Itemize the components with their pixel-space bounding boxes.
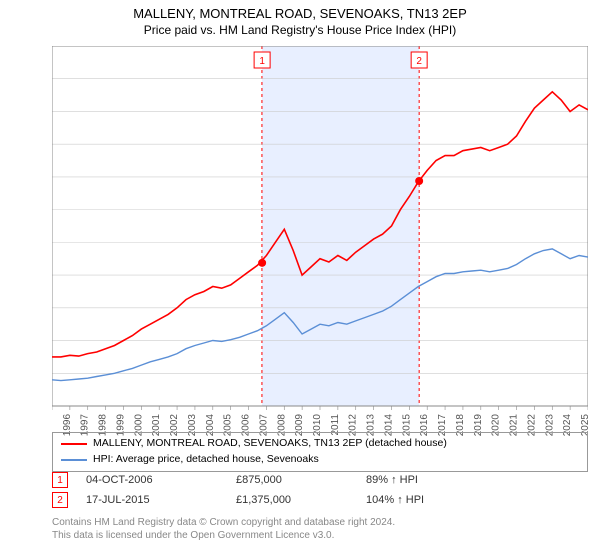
svg-text:2: 2 — [416, 56, 422, 67]
legend-label-property: MALLENY, MONTREAL ROAD, SEVENOAKS, TN13 … — [93, 436, 447, 452]
credits-block: Contains HM Land Registry data © Crown c… — [52, 516, 395, 542]
legend-item-property: MALLENY, MONTREAL ROAD, SEVENOAKS, TN13 … — [61, 436, 579, 452]
transaction-hpi-1: 89% ↑ HPI — [366, 474, 516, 486]
chart-container: MALLENY, MONTREAL ROAD, SEVENOAKS, TN13 … — [0, 0, 600, 560]
chart-svg: £0£200K£400K£600K£800K£1M£1.2M£1.4M£1.6M… — [52, 46, 588, 446]
legend-swatch-property — [61, 443, 87, 445]
legend-item-hpi: HPI: Average price, detached house, Seve… — [61, 452, 579, 468]
title-main: MALLENY, MONTREAL ROAD, SEVENOAKS, TN13 … — [0, 6, 600, 21]
title-block: MALLENY, MONTREAL ROAD, SEVENOAKS, TN13 … — [0, 0, 600, 37]
svg-text:1: 1 — [259, 56, 265, 67]
credits-line-2: This data is licensed under the Open Gov… — [52, 529, 395, 542]
legend-box: MALLENY, MONTREAL ROAD, SEVENOAKS, TN13 … — [52, 432, 588, 472]
transaction-date-2: 17-JUL-2015 — [86, 494, 236, 506]
transaction-row-2: 2 17-JUL-2015 £1,375,000 104% ↑ HPI — [52, 490, 588, 510]
transaction-table: 1 04-OCT-2006 £875,000 89% ↑ HPI 2 17-JU… — [52, 470, 588, 510]
transaction-row-1: 1 04-OCT-2006 £875,000 89% ↑ HPI — [52, 470, 588, 490]
transaction-price-2: £1,375,000 — [236, 494, 366, 506]
transaction-date-1: 04-OCT-2006 — [86, 474, 236, 486]
legend-label-hpi: HPI: Average price, detached house, Seve… — [93, 452, 319, 468]
legend-swatch-hpi — [61, 459, 87, 461]
transaction-badge-2: 2 — [52, 492, 68, 508]
transaction-badge-1: 1 — [52, 472, 68, 488]
credits-line-1: Contains HM Land Registry data © Crown c… — [52, 516, 395, 529]
transaction-hpi-2: 104% ↑ HPI — [366, 494, 516, 506]
title-sub: Price paid vs. HM Land Registry's House … — [0, 23, 600, 37]
chart-plot-area: £0£200K£400K£600K£800K£1M£1.2M£1.4M£1.6M… — [52, 46, 588, 406]
transaction-price-1: £875,000 — [236, 474, 366, 486]
